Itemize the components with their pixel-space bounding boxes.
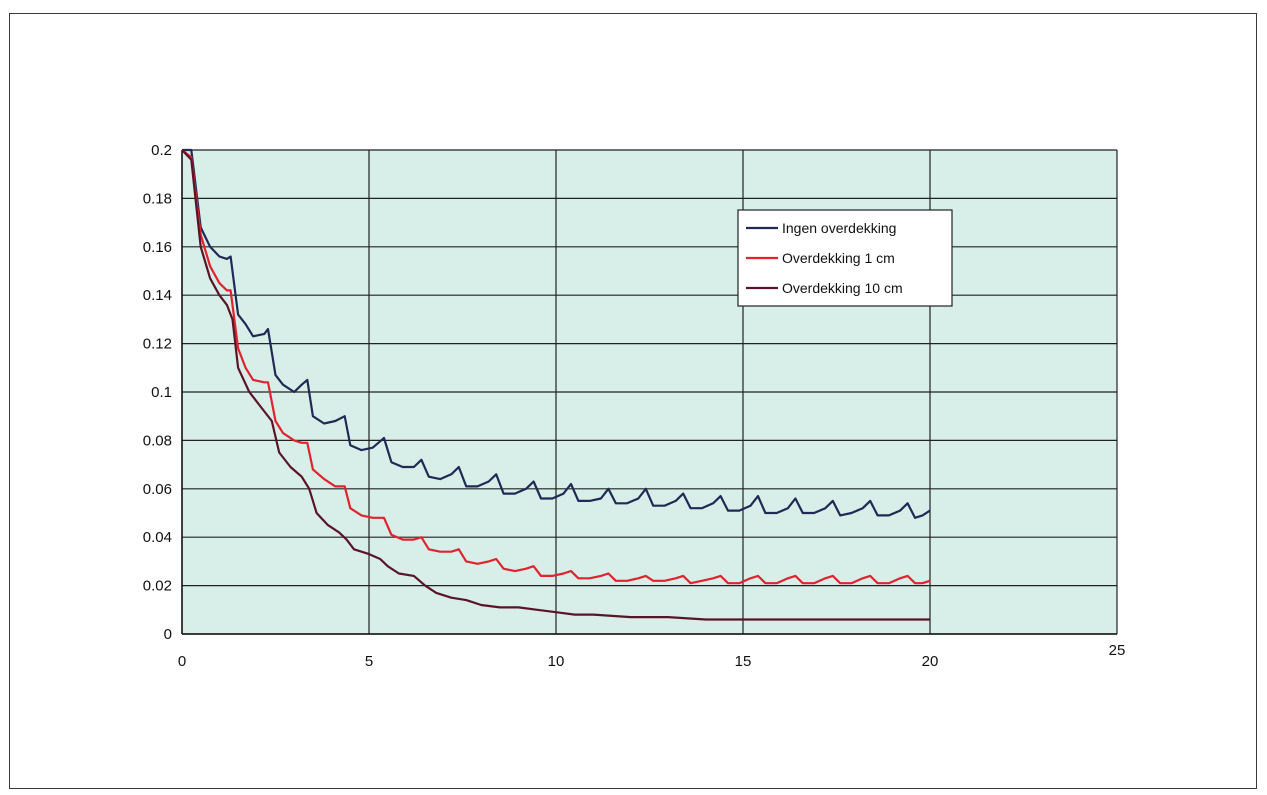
- x-tick-label: 25: [1109, 642, 1126, 659]
- y-tick-label: 0.2: [151, 142, 172, 159]
- x-tick-label: 20: [922, 653, 939, 670]
- y-tick-label: 0.06: [143, 481, 172, 498]
- x-tick-label: 15: [735, 653, 752, 670]
- x-tick-label: 10: [548, 653, 565, 670]
- legend-label: Overdekking 10 cm: [782, 280, 903, 296]
- y-tick-label: 0.02: [143, 578, 172, 595]
- x-tick-label: 5: [365, 653, 373, 670]
- series-line-3: [181, 149, 930, 621]
- y-tick-label: 0.1: [151, 384, 172, 401]
- y-tick-label: 0: [164, 626, 172, 643]
- legend: Ingen overdekking Overdekking 1 cm Overdek…: [737, 209, 953, 307]
- y-tick-label: 0.08: [143, 432, 172, 449]
- grid-lines: [181, 149, 1118, 635]
- series-line-2: [181, 149, 931, 585]
- legend-label: Ingen overdekking: [782, 220, 896, 236]
- tick-labels: 0 0.02 0.04 0.06 0.08 0.1 0.12 0.14 0.16 0.18 0.2 0…: [143, 142, 1126, 670]
- y-tick-label: 0.12: [143, 336, 172, 353]
- y-tick-label: 0.18: [143, 190, 172, 207]
- series-line-1: [182, 148, 931, 519]
- y-tick-label: 0.16: [143, 239, 172, 256]
- y-tick-label: 0.14: [143, 287, 172, 304]
- y-tick-label: 0.04: [143, 529, 172, 546]
- series-lines: [181, 148, 931, 621]
- legend-label: Overdekking 1 cm: [782, 250, 895, 266]
- x-tick-label: 0: [178, 653, 186, 670]
- axes: [181, 150, 1117, 635]
